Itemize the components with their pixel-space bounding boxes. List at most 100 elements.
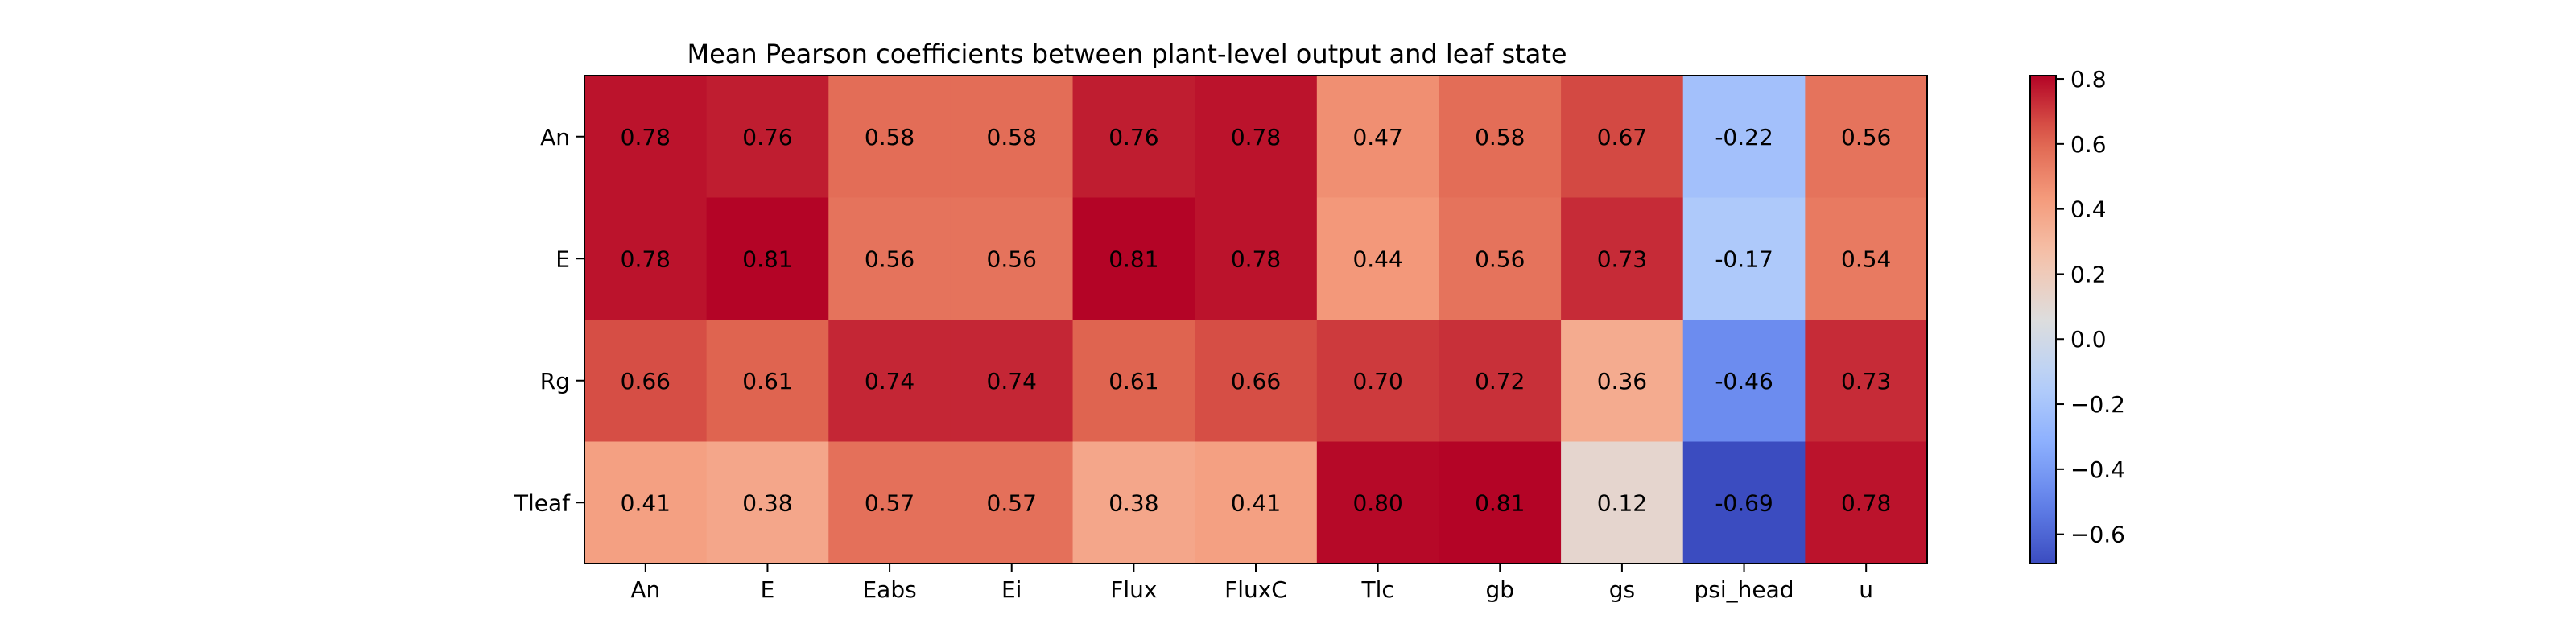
cell-value-label: 0.58 — [1475, 124, 1525, 151]
x-tick-label: Eabs — [862, 576, 916, 603]
colorbar-tick-label: −0.6 — [2070, 522, 2125, 548]
heatmap-cell-Rg-gs — [1561, 320, 1684, 442]
heatmap-cell-An-psi_head — [1682, 76, 1806, 198]
cell-value-label: 0.76 — [742, 124, 792, 151]
cell-value-label: -0.69 — [1715, 489, 1773, 516]
cell-value-label: 0.56 — [865, 246, 914, 272]
colorbar: 0.8 0.6 0.4 0.2 0.0 −0.2 −0.4 −0.6 — [2029, 66, 2125, 564]
heatmap-cell-Tleaf-E — [706, 441, 829, 564]
cell-value-label: 0.47 — [1352, 124, 1402, 151]
cell-value-label: 0.78 — [621, 124, 671, 151]
cell-value-label: 0.81 — [742, 246, 792, 272]
heatmap-cell-Tleaf-Eabs — [828, 441, 952, 564]
cell-value-label: -0.17 — [1715, 246, 1773, 272]
heatmap-cell-An-gb — [1439, 76, 1562, 198]
cell-value-label: 0.38 — [742, 489, 792, 516]
cell-value-label: 0.78 — [1231, 246, 1281, 272]
cell-value-label: 0.70 — [1352, 368, 1402, 394]
heatmap-cell-Rg-FluxC — [1195, 320, 1318, 442]
x-tick-label: u — [1859, 576, 1873, 603]
x-tick-label: gb — [1485, 576, 1514, 603]
cell-value-label: 0.67 — [1597, 124, 1647, 151]
cell-value-label: 0.38 — [1108, 489, 1158, 516]
cell-value-label: 0.80 — [1352, 489, 1402, 516]
chart-title: Mean Pearson coefficients between plant-… — [687, 39, 1567, 69]
x-tick-label: Ei — [1001, 576, 1022, 603]
heatmap-cell-An-Ei — [950, 76, 1074, 198]
heatmap-cell-Rg-Flux — [1072, 320, 1195, 442]
heatmap-cell-E-Tlc — [1316, 197, 1439, 320]
cell-value-label: 0.61 — [742, 368, 792, 394]
x-axis: An E Eabs Ei Flux FluxC Tlc gb gs psi_head u — [630, 564, 1873, 603]
colorbar-tick-label: −0.2 — [2070, 391, 2125, 418]
colorbar-tick-label: 0.6 — [2070, 131, 2107, 158]
colorbar-tick-label: 0.0 — [2070, 326, 2107, 353]
heatmap-cell-An-E — [706, 76, 829, 198]
y-tick-label: An — [540, 124, 570, 151]
x-tick-label: E — [761, 576, 775, 603]
cell-value-label: 0.76 — [1108, 124, 1158, 151]
heatmap-cell-E-u — [1805, 197, 1928, 320]
cell-value-label: 0.73 — [1597, 246, 1647, 272]
heatmap-cells — [584, 76, 1928, 564]
x-tick-label: gs — [1609, 576, 1635, 603]
heatmap-cell-E-Ei — [950, 197, 1074, 320]
cell-value-label: 0.58 — [865, 124, 914, 151]
heatmap-cell-Tleaf-Tlc — [1316, 441, 1439, 564]
cell-value-label: 0.57 — [987, 489, 1037, 516]
y-tick-label: E — [555, 246, 570, 272]
heatmap-cell-Tleaf-gs — [1561, 441, 1684, 564]
heatmap-cell-An-FluxC — [1195, 76, 1318, 198]
cell-value-label: 0.44 — [1352, 246, 1402, 272]
cell-value-label: 0.12 — [1597, 489, 1647, 516]
heatmap-cell-E-Eabs — [828, 197, 952, 320]
cell-value-label: 0.36 — [1597, 368, 1647, 394]
heatmap-cell-Rg-Eabs — [828, 320, 952, 442]
heatmap-cell-Rg-E — [706, 320, 829, 442]
heatmap-cell-Rg-psi_head — [1682, 320, 1806, 442]
cell-value-label: 0.56 — [1841, 124, 1891, 151]
cell-value-label: 0.78 — [621, 246, 671, 272]
heatmap-cell-An-Tlc — [1316, 76, 1439, 198]
y-tick-label: Tleaf — [514, 489, 571, 516]
colorbar-gradient — [2029, 75, 2057, 564]
cell-value-label: 0.81 — [1108, 246, 1158, 272]
x-tick-label: FluxC — [1224, 576, 1287, 603]
x-tick-label: An — [630, 576, 660, 603]
cell-value-label: 0.54 — [1841, 246, 1891, 272]
cell-value-label: 0.56 — [1475, 246, 1525, 272]
heatmap-cell-Tleaf-psi_head — [1682, 441, 1806, 564]
heatmap-cell-Rg-u — [1805, 320, 1928, 442]
heatmap-cell-Tleaf-An — [584, 441, 708, 564]
heatmap-cell-Rg-Ei — [950, 320, 1074, 442]
heatmap-cell-An-u — [1805, 76, 1928, 198]
cell-value-label: 0.41 — [1231, 489, 1281, 516]
cell-value-label: 0.73 — [1841, 368, 1891, 394]
heatmap-cell-E-gs — [1561, 197, 1684, 320]
cell-value-label: 0.81 — [1475, 489, 1525, 516]
heatmap-cell-An-gs — [1561, 76, 1684, 198]
cell-value-label: 0.66 — [1231, 368, 1281, 394]
heatmap-cell-E-psi_head — [1682, 197, 1806, 320]
heatmap-cell-E-E — [706, 197, 829, 320]
heatmap-cell-E-An — [584, 197, 708, 320]
heatmap-cell-Tleaf-Ei — [950, 441, 1074, 564]
heatmap-cell-Rg-gb — [1439, 320, 1562, 442]
cell-value-label: 0.61 — [1108, 368, 1158, 394]
colorbar-tick-label: −0.4 — [2070, 456, 2125, 483]
heatmap-cell-E-Flux — [1072, 197, 1195, 320]
cell-value-label: 0.78 — [1841, 489, 1891, 516]
y-axis: An E Rg Tleaf — [514, 124, 584, 516]
cell-value-label: 0.41 — [621, 489, 671, 516]
heatmap-cell-Tleaf-FluxC — [1195, 441, 1318, 564]
cell-value-label: 0.78 — [1231, 124, 1281, 151]
heatmap-cell-Rg-An — [584, 320, 708, 442]
x-tick-label: Tlc — [1360, 576, 1393, 603]
cell-value-label: -0.46 — [1715, 368, 1773, 394]
colorbar-tick-label: 0.2 — [2070, 261, 2107, 287]
heatmap-cell-E-gb — [1439, 197, 1562, 320]
heatmap-cell-Rg-Tlc — [1316, 320, 1439, 442]
cell-value-label: 0.72 — [1475, 368, 1525, 394]
heatmap-cell-Tleaf-Flux — [1072, 441, 1195, 564]
